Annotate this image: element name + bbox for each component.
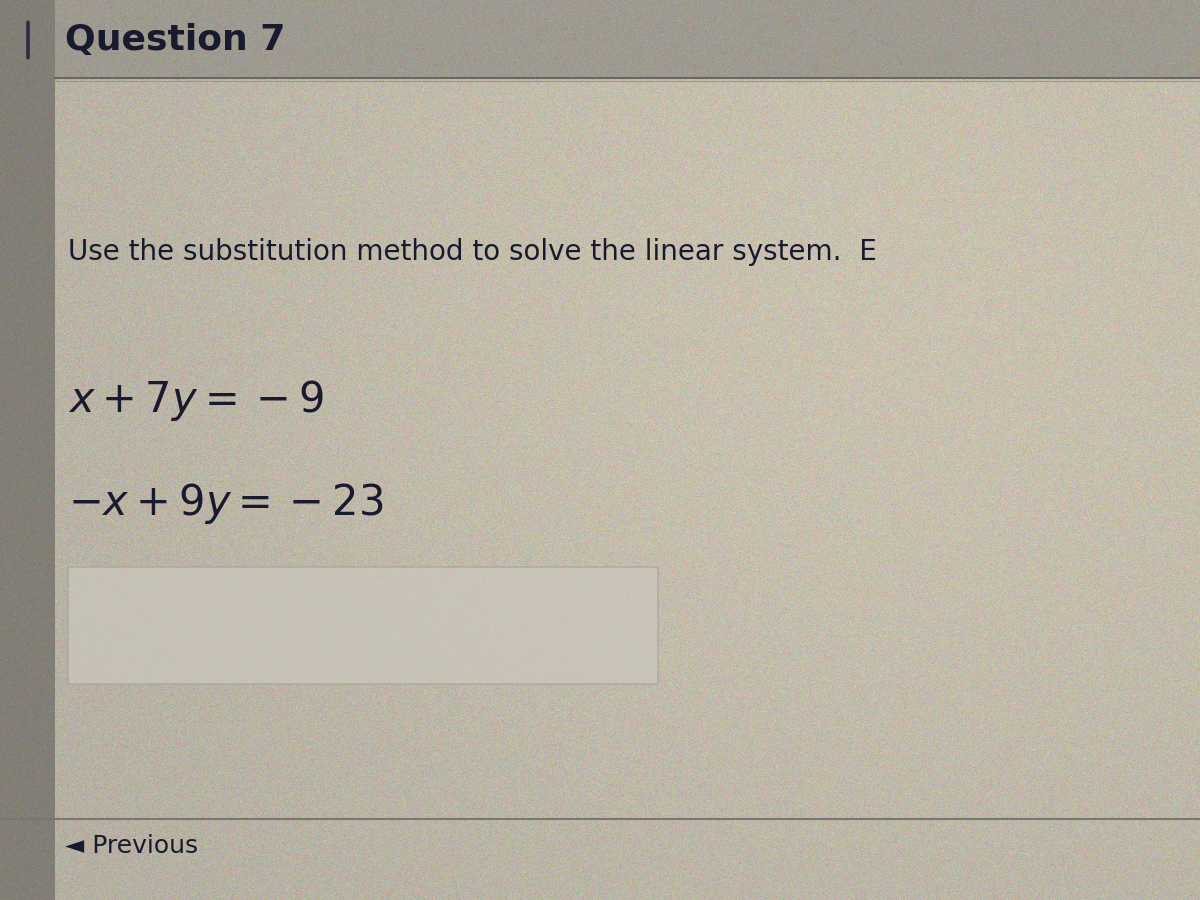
Text: $\mathit{x} + 7\mathit{y} = -9$: $\mathit{x} + 7\mathit{y} = -9$ — [68, 378, 324, 423]
Text: Question 7: Question 7 — [65, 23, 286, 57]
FancyBboxPatch shape — [68, 567, 658, 684]
Text: ◄ Previous: ◄ Previous — [65, 834, 198, 858]
Text: $-\mathit{x} + 9\mathit{y} = -23$: $-\mathit{x} + 9\mathit{y} = -23$ — [68, 482, 384, 526]
Text: Use the substitution method to solve the linear system.  E: Use the substitution method to solve the… — [68, 238, 877, 266]
